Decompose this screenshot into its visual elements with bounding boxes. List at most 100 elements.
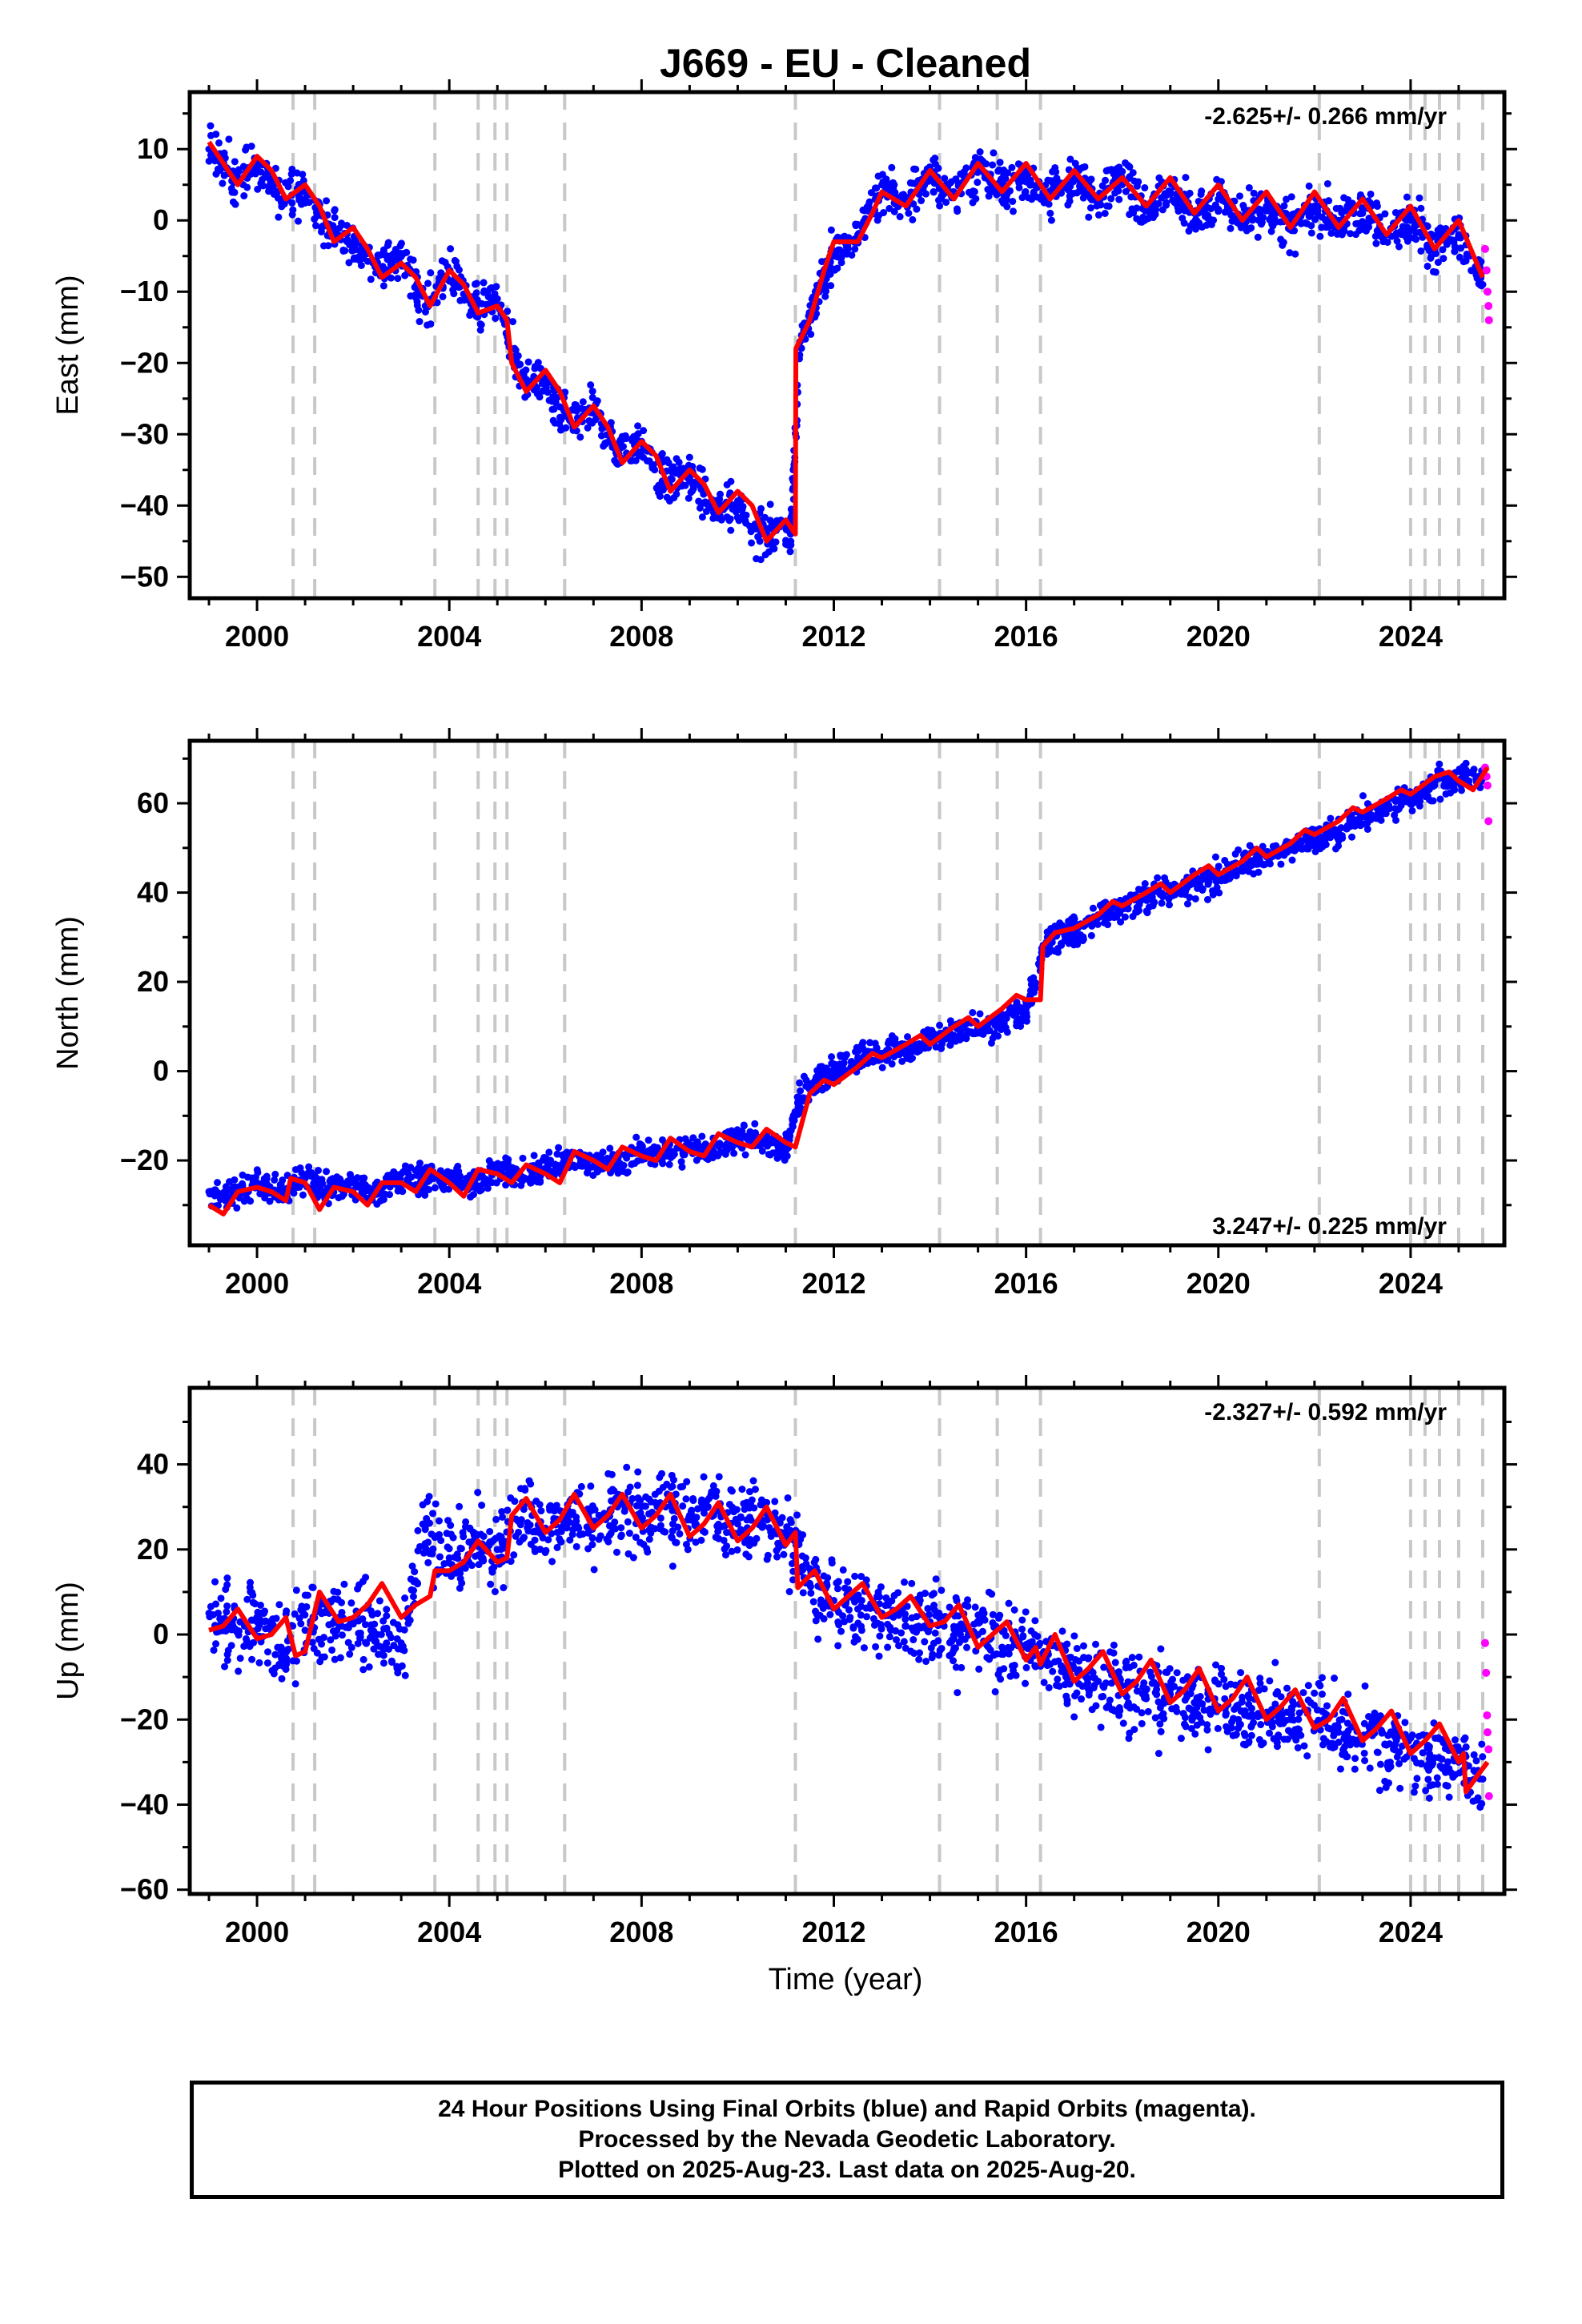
up-final-point <box>485 1542 493 1550</box>
up-final-point <box>301 1591 309 1599</box>
east-final-point <box>514 352 522 360</box>
up-final-point <box>714 1520 722 1528</box>
up-final-point <box>542 1546 550 1554</box>
north-y-tick-label: 20 <box>137 965 169 998</box>
up-final-point <box>424 1538 432 1546</box>
east-final-point <box>331 206 339 214</box>
east-final-point <box>379 246 387 254</box>
east-final-point <box>665 497 673 505</box>
north-final-point <box>873 1044 881 1052</box>
north-final-point <box>205 1188 213 1196</box>
north-final-point <box>854 1054 862 1062</box>
up-final-point <box>389 1618 397 1626</box>
east-final-point <box>1102 202 1110 210</box>
east-final-point <box>761 551 769 559</box>
up-final-point <box>334 1588 342 1596</box>
up-final-point <box>379 1659 387 1667</box>
east-final-point <box>437 269 445 277</box>
north-final-point <box>1259 842 1267 850</box>
east-final-point <box>1286 249 1294 257</box>
north-final-point <box>1065 939 1073 947</box>
east-final-point <box>1383 238 1391 246</box>
east-final-point <box>1250 189 1258 197</box>
east-final-point <box>787 541 795 549</box>
east-final-point <box>455 266 463 274</box>
north-final-point <box>349 1179 357 1187</box>
east-final-point <box>345 259 353 267</box>
north-final-point <box>998 1018 1006 1026</box>
north-final-point <box>553 1168 561 1176</box>
east-final-point <box>1066 192 1074 200</box>
north-final-point <box>533 1178 541 1186</box>
east-x-tick-label: 2016 <box>994 620 1058 653</box>
north-final-point <box>1117 918 1125 926</box>
east-final-point <box>486 284 494 292</box>
east-final-point <box>427 269 435 277</box>
east-y-tick-label: 0 <box>153 203 169 236</box>
north-final-point <box>299 1191 307 1199</box>
up-final-point <box>844 1578 852 1586</box>
east-final-point <box>1254 233 1262 241</box>
up-final-point <box>834 1642 842 1650</box>
north-final-point <box>243 1173 251 1181</box>
north-final-point <box>1182 883 1191 891</box>
east-final-point <box>447 245 455 253</box>
north-final-point <box>848 1058 856 1066</box>
up-final-point <box>778 1514 786 1522</box>
east-final-point <box>254 185 262 193</box>
up-final-point <box>531 1547 539 1555</box>
east-final-point <box>766 501 774 509</box>
up-final-point <box>414 1580 422 1588</box>
east-rapid-point <box>1482 266 1491 275</box>
up-final-point <box>406 1616 414 1624</box>
up-final-point <box>432 1500 440 1508</box>
up-final-point <box>814 1635 822 1643</box>
north-final-point <box>315 1167 323 1175</box>
north-final-point <box>1321 837 1329 845</box>
up-final-point <box>645 1526 653 1534</box>
north-final-point <box>535 1159 543 1167</box>
up-final-point <box>338 1631 346 1639</box>
east-final-point <box>753 555 761 563</box>
up-final-point <box>839 1566 847 1574</box>
east-final-point <box>257 168 265 176</box>
east-final-point <box>911 179 919 187</box>
east-final-point <box>953 205 961 213</box>
east-final-point <box>1323 179 1331 187</box>
up-final-point <box>715 1473 723 1481</box>
east-final-point <box>888 163 896 171</box>
east-final-point <box>1228 217 1236 225</box>
east-final-point <box>1434 259 1442 267</box>
east-final-point <box>1192 225 1200 233</box>
north-final-point <box>431 1184 439 1192</box>
east-final-point <box>1136 218 1144 226</box>
north-final-point <box>1088 922 1096 930</box>
up-final-point <box>612 1548 620 1556</box>
up-final-point <box>510 1551 518 1559</box>
east-final-point <box>931 155 939 163</box>
east-final-point <box>1154 199 1162 207</box>
up-final-point <box>367 1631 375 1639</box>
east-final-point <box>1000 171 1008 179</box>
up-final-point <box>222 1586 230 1594</box>
north-final-point <box>614 1167 622 1175</box>
up-final-point <box>428 1530 436 1538</box>
north-x-tick-label: 2012 <box>801 1267 865 1300</box>
north-final-point <box>665 1160 673 1168</box>
up-final-point <box>845 1606 853 1614</box>
up-final-point <box>700 1509 708 1517</box>
east-final-point <box>909 215 917 223</box>
north-final-point <box>1363 818 1371 826</box>
north-final-point <box>1431 782 1439 790</box>
east-final-point <box>259 182 267 190</box>
north-final-point <box>741 1151 749 1159</box>
up-final-point <box>235 1667 243 1675</box>
east-final-point <box>1102 167 1110 175</box>
east-final-point <box>698 513 706 521</box>
up-final-point <box>674 1523 682 1531</box>
north-final-point <box>476 1187 484 1195</box>
north-rapid-point <box>1483 781 1492 790</box>
east-final-point <box>243 183 251 191</box>
east-final-point <box>588 388 596 396</box>
north-final-point <box>1101 919 1109 927</box>
